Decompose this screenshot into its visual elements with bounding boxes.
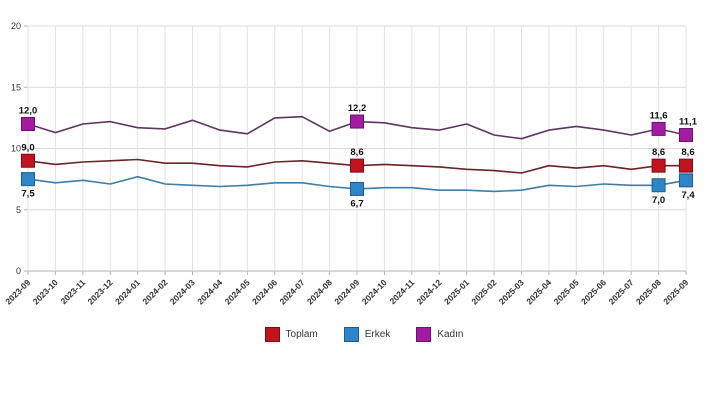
data-label: 12,2 bbox=[348, 103, 367, 114]
x-tick-label: 2025-01 bbox=[442, 277, 471, 306]
data-label: 8,6 bbox=[350, 147, 363, 158]
legend-label-kadin: Kadın bbox=[437, 329, 464, 340]
x-tick-label: 2025-05 bbox=[552, 277, 581, 306]
x-tick-label: 2024-03 bbox=[168, 277, 197, 306]
marker-toplam[interactable] bbox=[651, 158, 666, 173]
x-tick-label: 2024-01 bbox=[113, 277, 142, 306]
marker-toplam[interactable] bbox=[679, 158, 693, 173]
x-tick-label: 2023-11 bbox=[58, 277, 87, 306]
x-tick-label: 2023-12 bbox=[86, 277, 115, 306]
line-chart-canvas: 051015202023-092023-102023-112023-122024… bbox=[3, 21, 698, 306]
legend-label-erkek: Erkek bbox=[364, 329, 391, 340]
x-tick-label: 2025-08 bbox=[634, 277, 663, 306]
x-tick-label: 2023-09 bbox=[3, 277, 32, 306]
y-tick-label: 15 bbox=[11, 82, 21, 92]
legend-swatch-erkek bbox=[343, 327, 359, 342]
data-label: 12,0 bbox=[19, 106, 38, 117]
x-tick-label: 2024-07 bbox=[277, 277, 306, 306]
data-label: 9,0 bbox=[21, 142, 34, 153]
legend-item-toplam[interactable]: Toplam bbox=[264, 327, 318, 342]
legend-item-erkek[interactable]: Erkek bbox=[343, 327, 391, 342]
legend-item-kadin[interactable]: Kadın bbox=[416, 327, 463, 342]
data-label: 6,7 bbox=[350, 198, 363, 209]
marker-toplam[interactable] bbox=[350, 158, 364, 173]
x-tick-label: 2024-06 bbox=[250, 277, 279, 306]
x-tick-label: 2023-10 bbox=[31, 277, 60, 306]
marker-kadın[interactable] bbox=[651, 121, 666, 136]
legend-label-toplam: Toplam bbox=[285, 329, 318, 340]
x-tick-label: 2025-03 bbox=[497, 277, 526, 306]
marker-erkek[interactable] bbox=[21, 172, 35, 187]
x-tick-label: 2024-04 bbox=[195, 277, 224, 306]
data-label: 8,6 bbox=[652, 147, 665, 158]
data-label: 11,1 bbox=[679, 117, 698, 128]
legend-swatch-toplam bbox=[264, 327, 280, 342]
marker-toplam[interactable] bbox=[21, 153, 35, 168]
marker-erkek[interactable] bbox=[679, 173, 693, 188]
x-tick-label: 2024-09 bbox=[332, 277, 361, 306]
unemployment-rate-chart: 0 5 10 15 20 2023-09 2023-10 2023-11 2023-12 2024… bbox=[0, 21, 728, 342]
x-tick-label: 2024-11 bbox=[387, 277, 416, 306]
data-label: 11,6 bbox=[650, 110, 668, 121]
y-tick-label: 10 bbox=[11, 144, 21, 154]
y-tick-label: 5 bbox=[16, 205, 21, 215]
marker-kadın[interactable] bbox=[21, 117, 35, 131]
x-tick-label: 2025-07 bbox=[606, 277, 635, 306]
legend-swatch-kadin bbox=[416, 327, 432, 342]
x-tick-label: 2025-09 bbox=[661, 277, 690, 306]
x-tick-label: 2025-02 bbox=[469, 277, 498, 306]
data-label: 7,0 bbox=[652, 195, 665, 206]
x-tick-label: 2024-12 bbox=[415, 277, 444, 306]
y-tick-label: 0 bbox=[16, 266, 21, 276]
x-tick-label: 2025-06 bbox=[579, 277, 608, 306]
x-tick-label: 2024-05 bbox=[223, 277, 252, 306]
data-label: 7,5 bbox=[21, 189, 35, 200]
marker-erkek[interactable] bbox=[350, 181, 364, 196]
marker-erkek[interactable] bbox=[651, 178, 666, 193]
data-label: 8,6 bbox=[681, 147, 694, 158]
x-tick-label: 2025-04 bbox=[524, 277, 553, 306]
x-tick-label: 2024-08 bbox=[305, 277, 334, 306]
marker-kadın[interactable] bbox=[679, 128, 693, 143]
y-tick-label: 20 bbox=[11, 21, 21, 31]
chart-legend: Toplam Erkek Kadın bbox=[0, 327, 728, 342]
x-tick-label: 2024-02 bbox=[140, 277, 169, 306]
marker-kadın[interactable] bbox=[350, 114, 364, 129]
x-tick-label: 2024-10 bbox=[360, 277, 389, 306]
data-label: 7,4 bbox=[681, 190, 695, 201]
